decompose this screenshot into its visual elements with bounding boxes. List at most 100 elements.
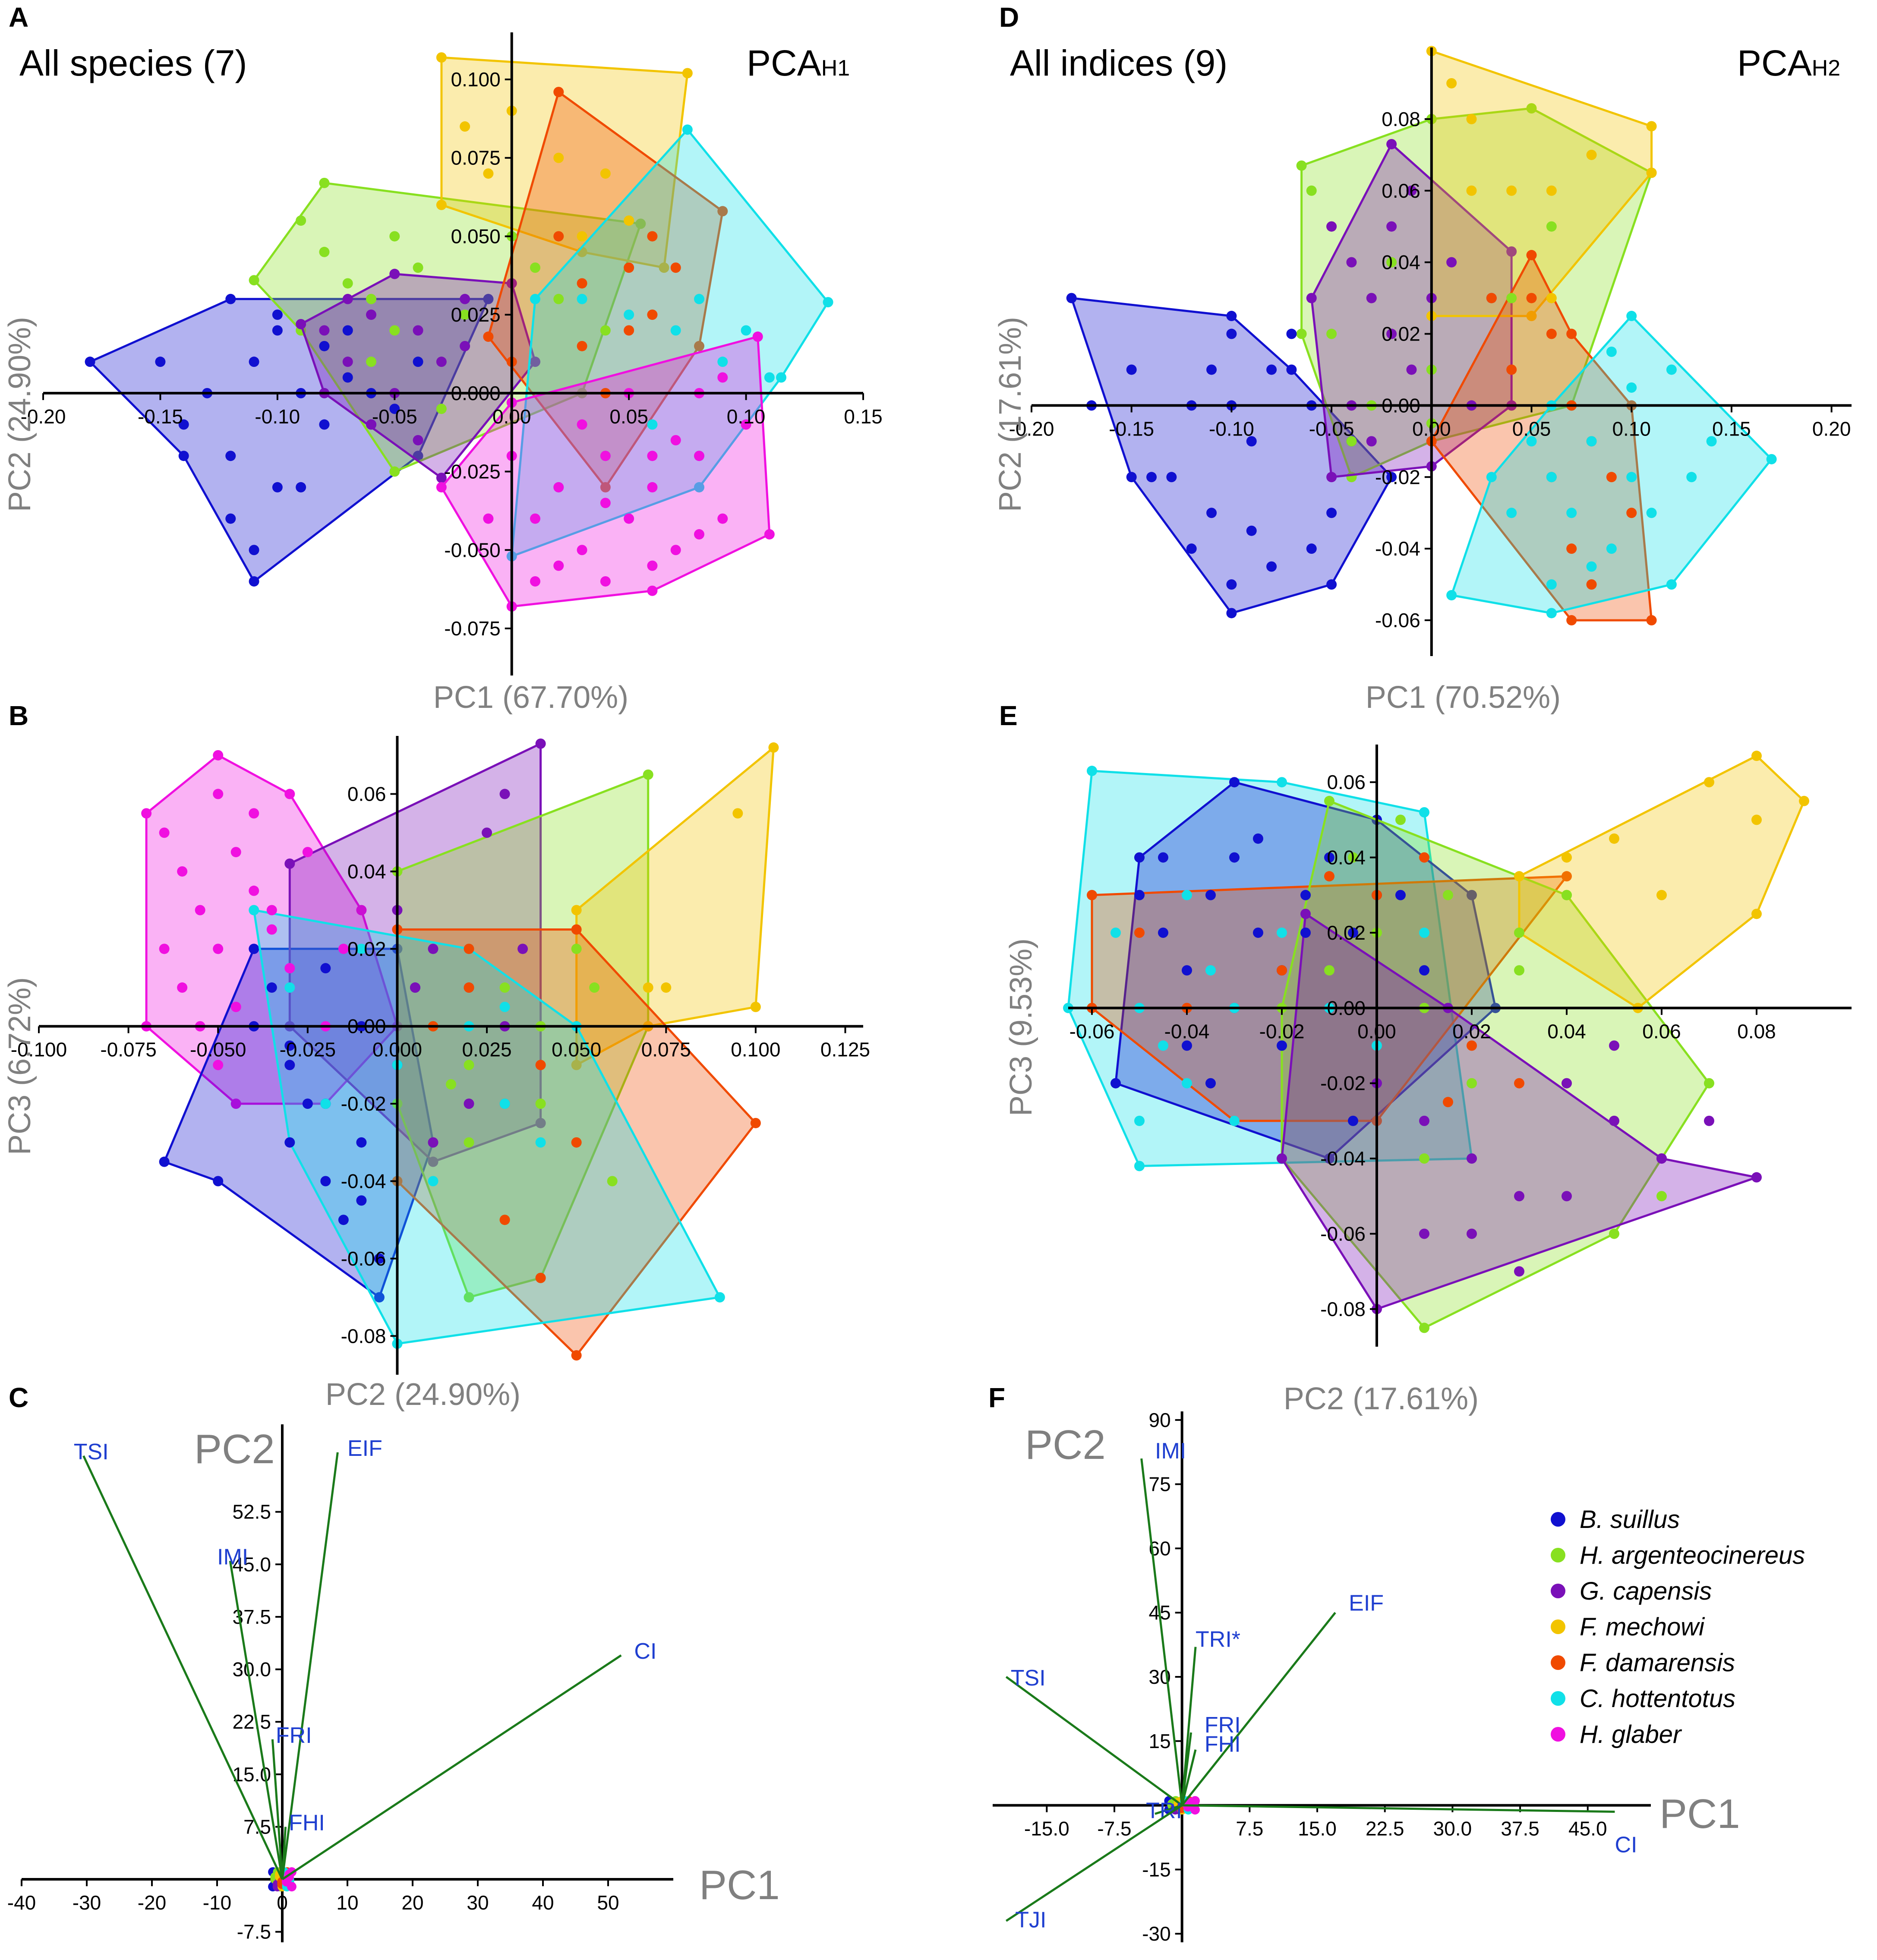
point-A-6-20 <box>530 576 540 587</box>
x-tick-label-B-6: 0.050 <box>552 1038 601 1061</box>
y-tick-label-E-7: 0.06 <box>1327 771 1366 793</box>
point-D-4-9 <box>1586 579 1597 590</box>
hull-D-0 <box>1070 297 1393 614</box>
point-D-0-8 <box>1266 364 1277 375</box>
hull-vertex-E-3-0 <box>1324 795 1334 806</box>
point-B-0-19 <box>213 1060 224 1070</box>
y-tick-label-B-0: -0.08 <box>341 1325 386 1347</box>
point-A-2-7 <box>366 419 376 430</box>
y-tick-label-B-3: -0.02 <box>341 1092 386 1115</box>
point-D-5-3 <box>1586 436 1597 447</box>
x-tick-label-A-4: 0.00 <box>492 405 531 428</box>
point-D-5-14 <box>1606 347 1617 357</box>
x-tick-label-F-6: 37.5 <box>1501 1818 1539 1840</box>
hull-vertex-D-0-5 <box>1226 608 1237 619</box>
point-D-0-19 <box>1206 364 1217 375</box>
point-B-6-1 <box>320 1098 331 1109</box>
point-D-4-6 <box>1566 543 1577 554</box>
loading-vector-F-CI <box>1182 1804 1615 1813</box>
point-E-3-1 <box>1609 833 1619 844</box>
point-D-1-0 <box>1306 185 1317 196</box>
hull-vertex-D-4-1 <box>1566 328 1577 339</box>
point-E-4-8 <box>1443 1097 1453 1108</box>
panel-F: F -15.0 -7.5 7.5 15.0 22.5 30.0 37.5 45.0-30-15… <box>988 1382 1740 1945</box>
panel-A-xlabel: PC1 (67.70%) <box>433 680 628 715</box>
point-A-0-14 <box>413 357 423 367</box>
point-E-2-8 <box>1514 1266 1524 1277</box>
point-D-5-6 <box>1646 508 1657 518</box>
panel-E-plot: -0.06 -0.04 -0.02 0.00 0.02 0.04 0.06 0.08 -0.08… <box>1063 745 1852 1347</box>
point-A-2-0 <box>319 325 330 336</box>
hull-vertex-D-3-1 <box>1646 121 1657 132</box>
hull-vertex-B-0-6 <box>230 1098 241 1109</box>
point-D-0-14 <box>1246 525 1257 536</box>
y-tick-label-D-3: 0.00 <box>1382 394 1420 417</box>
point-B-0-4 <box>230 847 241 858</box>
point-E-1-3 <box>1467 1078 1477 1089</box>
x-tick-label-E-2: -0.02 <box>1259 1020 1305 1042</box>
x-tick-label-F-7: 45.0 <box>1568 1818 1607 1840</box>
point-B-6-8 <box>499 1001 510 1012</box>
point-E-4-0 <box>1134 927 1145 938</box>
hull-vertex-A-4-1 <box>717 206 728 217</box>
point-D-2-8 <box>1386 221 1397 232</box>
point-A-1-3 <box>366 294 376 304</box>
loading-label-C-3: CI <box>634 1639 656 1664</box>
point-D-2-9 <box>1366 436 1377 447</box>
point-A-6-18 <box>483 513 494 524</box>
y-tick-label-B-6: 0.04 <box>347 860 386 883</box>
hull-vertex-B-4-0 <box>571 905 582 915</box>
legend-label-3: F. mechowi <box>1580 1613 1705 1641</box>
x-tick-label-A-5: 0.05 <box>609 405 648 428</box>
point-D-0-11 <box>1326 508 1337 518</box>
y-tick-label-E-6: 0.04 <box>1327 846 1366 869</box>
hull-vertex-B-0-3 <box>356 905 367 915</box>
hull-vertex-D-2-4 <box>1326 472 1337 483</box>
hull-vertex-B-0-0 <box>141 808 152 819</box>
hull-vertex-B-1-3 <box>374 1292 385 1303</box>
hull-vertex-E-5-0 <box>1300 909 1311 919</box>
point-B-0-12 <box>213 789 224 799</box>
point-D-5-9 <box>1546 579 1557 590</box>
hull-vertex-B-2-3 <box>428 1156 438 1167</box>
point-D-0-12 <box>1186 543 1197 554</box>
y-tick-label-D-0: -0.06 <box>1375 609 1420 631</box>
point-B-6-7 <box>356 944 367 954</box>
loading-vector-F-TJI <box>1005 1804 1183 1922</box>
hull-vertex-A-3-2 <box>659 262 669 273</box>
point-D-3-5 <box>1466 185 1477 196</box>
hull-vertex-D-1-0 <box>1296 160 1307 171</box>
panel-B-xlabel: PC2 (24.90%) <box>325 1377 521 1412</box>
hull-vertex-A-1-4 <box>389 466 400 477</box>
x-tick-label-D-1: -0.15 <box>1109 417 1154 440</box>
panel-B-plot: -0.100 -0.075 -0.050 -0.025 0.000 0.025 0.050 0… <box>11 736 870 1375</box>
panel-C-xlabel: PC1 <box>699 1862 780 1908</box>
point-B-6-0 <box>284 982 295 993</box>
point-A-0-7 <box>319 419 330 430</box>
species-legend: B. suillus H. argenteocinereus G. capensis… <box>1551 1506 1805 1749</box>
point-E-0-5 <box>1253 927 1263 938</box>
point-A-6-1 <box>530 513 540 524</box>
x-tick-label-F-4: 22.5 <box>1366 1818 1404 1840</box>
hull-vertex-B-5-1 <box>571 924 582 935</box>
point-B-0-18 <box>159 944 170 954</box>
hull-vertex-E-4-3 <box>1751 909 1762 919</box>
point-D-1-9 <box>1346 436 1357 447</box>
x-tick-label-C-1: -30 <box>73 1891 101 1914</box>
point-A-1-5 <box>413 262 423 273</box>
y-tick-label-B-5: 0.02 <box>347 937 386 960</box>
panel-D-plot: -0.20 -0.15 -0.10 -0.05 0.00 0.05 0.10 0.15 0.20… <box>1009 46 1852 656</box>
point-E-5-3 <box>1182 1078 1192 1089</box>
x-tick-label-A-2: -0.10 <box>255 405 300 428</box>
panel-D: D All indices (9) PCAH2 -0.20 -0.15 -0.10-… <box>993 2 1852 715</box>
point-D-5-12 <box>1706 436 1717 447</box>
x-tick-label-C-8: 40 <box>532 1891 554 1914</box>
point-D-2-6 <box>1446 257 1457 268</box>
hull-B-4 <box>575 746 775 1066</box>
point-E-0-15 <box>1158 852 1168 863</box>
y-tick-label-A-1: -0.050 <box>444 539 500 561</box>
point-D-3-6 <box>1546 293 1557 303</box>
hull-vertex-D-0-3 <box>1386 472 1397 483</box>
loading-vector-C-TSI <box>82 1455 284 1880</box>
